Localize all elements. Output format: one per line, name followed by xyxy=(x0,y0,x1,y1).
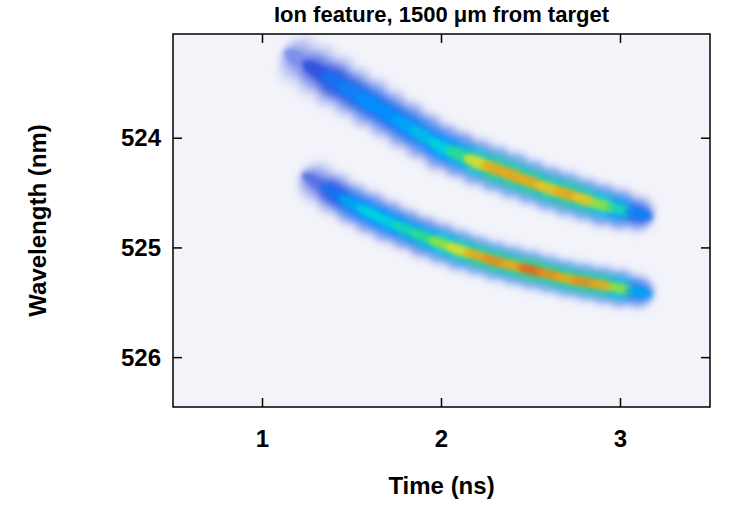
y-tick xyxy=(173,357,182,359)
x-tick-top xyxy=(620,34,622,43)
y-tick-label: 525 xyxy=(121,234,161,261)
x-tick xyxy=(262,398,264,407)
streaks xyxy=(270,34,656,311)
y-tick xyxy=(173,137,182,139)
y-tick-label: 526 xyxy=(121,344,161,371)
y-tick-right xyxy=(701,357,710,359)
x-tick-label: 1 xyxy=(256,425,269,452)
x-tick xyxy=(620,398,622,407)
plot-frame xyxy=(173,34,710,407)
chart: 1 2 3 524 525 526 Ion feature, 1500 μm from ta… xyxy=(0,0,733,511)
x-tick-label: 2 xyxy=(435,425,448,452)
x-tick-label: 3 xyxy=(614,425,627,452)
x-tick xyxy=(441,398,443,407)
streak-segment xyxy=(624,285,652,299)
y-axis-title: Wavelength (nm) xyxy=(24,124,51,316)
y-tick-right xyxy=(701,247,710,249)
x-axis-title: Time (ns) xyxy=(388,472,494,499)
streak-segment xyxy=(623,280,653,304)
title: Ion feature, 1500 μm from target xyxy=(274,2,610,27)
streak-segment xyxy=(624,206,653,222)
streak-segment xyxy=(622,200,654,228)
y-tick-right xyxy=(701,137,710,139)
streak-segment xyxy=(622,273,655,311)
y-tick-label: 524 xyxy=(121,124,162,151)
y-tick xyxy=(173,247,182,249)
plot-background xyxy=(173,34,710,407)
x-tick-top xyxy=(441,34,443,43)
x-tick-top xyxy=(262,34,264,43)
